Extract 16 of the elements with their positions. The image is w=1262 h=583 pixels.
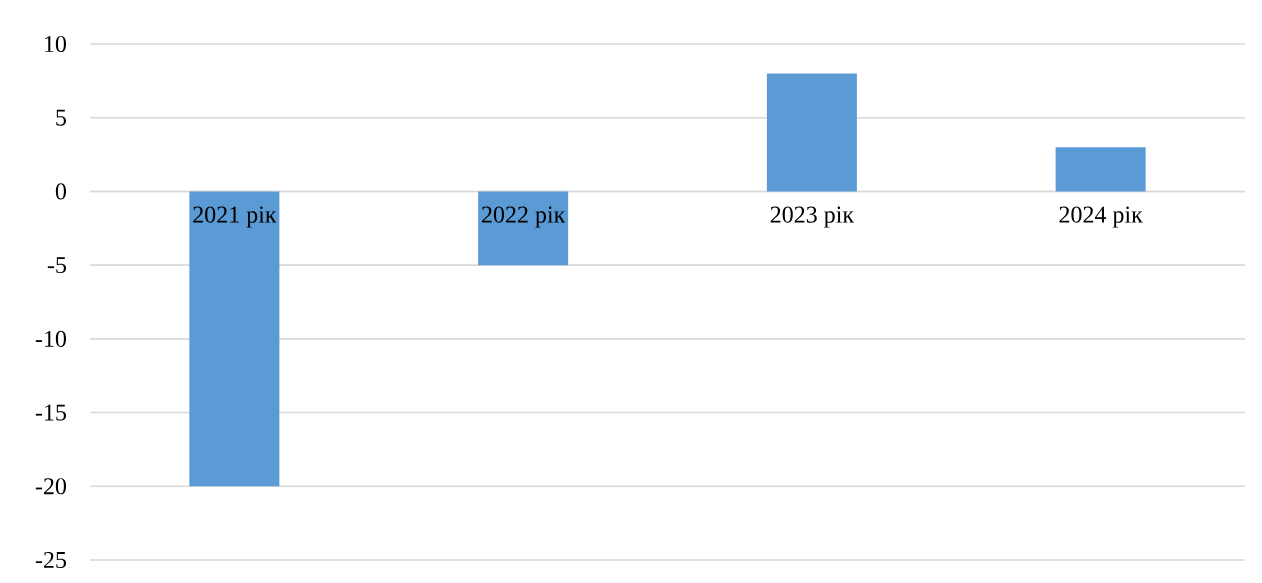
bar — [189, 191, 280, 487]
x-tick-label: 2023 рік — [770, 206, 855, 228]
y-tick-label: -10 — [35, 330, 67, 347]
y-tick-label: 5 — [56, 109, 67, 126]
bar — [766, 73, 857, 192]
y-tick-label: 10 — [45, 35, 67, 53]
y-tick-label: -20 — [35, 478, 67, 495]
y-tick-label: -25 — [35, 551, 67, 569]
y-tick-label: -5 — [47, 257, 67, 274]
x-tick-label: 2022 рік — [482, 206, 566, 228]
y-tick-label: -15 — [35, 404, 67, 421]
x-tick-label: 2024 рік — [1059, 206, 1143, 228]
x-tick-label: 2021 рік — [193, 206, 277, 228]
bar — [478, 191, 569, 266]
y-tick-label: 0 — [55, 183, 67, 200]
bar — [1055, 147, 1146, 192]
